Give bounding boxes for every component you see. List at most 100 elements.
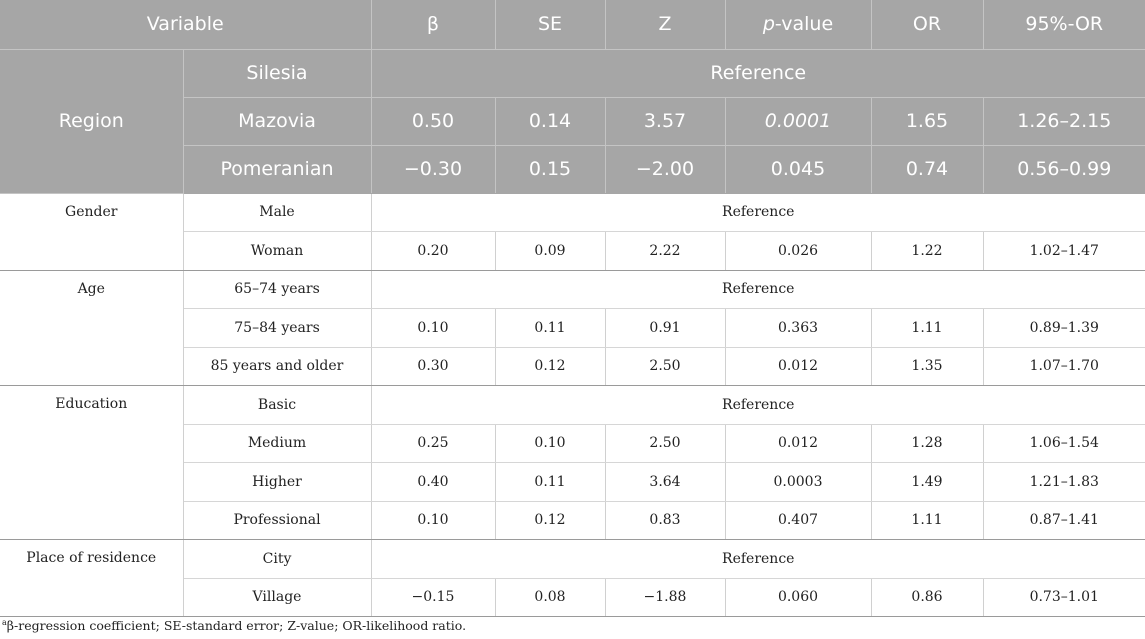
reference-cell: Reference [371,193,1145,232]
p-cell: 0.407 [725,501,872,540]
beta-cell: −0.15 [371,578,496,617]
header-z: Z [605,0,726,50]
p-cell: 0.012 [725,424,872,463]
z-cell: 2.50 [605,424,726,463]
header-p-rest: -value [774,13,834,36]
table-row: Woman 0.20 0.09 2.22 0.026 1.22 1.02–1.4… [0,231,1145,271]
level-label: Professional [183,501,372,540]
reference-cell: Reference [371,270,1145,309]
beta-cell: 0.50 [371,97,496,146]
group-label-age: Age [0,270,184,386]
level-label: 65–74 years [183,270,372,309]
level-label: Village [183,578,372,617]
se-cell: 0.15 [495,145,606,194]
ci-cell: 1.21–1.83 [983,462,1145,502]
level-label: Woman [183,231,372,271]
table-row: Education Basic Reference [0,385,1145,540]
level-label: Male [183,193,372,232]
z-cell: 3.64 [605,462,726,502]
z-cell: 3.57 [605,97,726,146]
level-label: 85 years and older [183,347,372,386]
header-beta: β [371,0,496,50]
beta-cell: 0.20 [371,231,496,271]
z-cell: −1.88 [605,578,726,617]
or-cell: 1.11 [871,501,984,540]
se-cell: 0.14 [495,97,606,146]
ci-cell: 1.06–1.54 [983,424,1145,463]
beta-cell: 0.10 [371,308,496,348]
reference-cell: Reference [371,49,1145,98]
or-cell: 0.86 [871,578,984,617]
p-cell: 0.026 [725,231,872,271]
ci-cell: 0.56–0.99 [983,145,1145,194]
p-cell: 0.0001 [725,97,872,146]
level-label: Silesia [183,49,372,98]
table-row: 75–84 years 0.10 0.11 0.91 0.363 1.11 0.… [0,308,1145,348]
group-label-region: Region [0,49,184,194]
se-cell: 0.12 [495,501,606,540]
se-cell: 0.09 [495,231,606,271]
z-cell: 2.50 [605,347,726,386]
level-label: Basic [183,385,372,425]
or-cell: 1.49 [871,462,984,502]
ci-cell: 0.87–1.41 [983,501,1145,540]
p-cell: 0.363 [725,308,872,348]
header-p-value: p-value [725,0,872,50]
level-label: City [183,539,372,579]
group-label-gender: Gender [0,193,184,271]
header-or: OR [871,0,984,50]
or-cell: 1.28 [871,424,984,463]
beta-cell: 0.40 [371,462,496,502]
beta-cell: 0.30 [371,347,496,386]
reference-cell: Reference [371,385,1145,425]
group-label-education: Education [0,385,184,540]
beta-cell: 0.10 [371,501,496,540]
header-variable: Variable [0,0,372,50]
ci-cell: 0.73–1.01 [983,578,1145,617]
footnote-text: β-regression coefficient; SE-standard er… [6,618,467,634]
se-cell: 0.08 [495,578,606,617]
footnote-mark: a [2,618,7,627]
z-cell: 0.83 [605,501,726,540]
p-cell: 0.060 [725,578,872,617]
z-cell: 2.22 [605,231,726,271]
table-row: Village −0.15 0.08 −1.88 0.060 0.86 0.73… [0,578,1145,617]
reference-cell: Reference [371,539,1145,579]
se-cell: 0.11 [495,308,606,348]
or-cell: 1.65 [871,97,984,146]
table-row: 85 years and older 0.30 0.12 2.50 0.012 … [0,347,1145,386]
level-label: Mazovia [183,97,372,146]
beta-cell: −0.30 [371,145,496,194]
table-row: Mazovia 0.50 0.14 3.57 0.0001 1.65 1.26–… [0,97,1145,146]
table-row: Medium 0.25 0.10 2.50 0.012 1.28 1.06–1.… [0,424,1145,463]
level-label: 75–84 years [183,308,372,348]
header-p-italic: p [762,13,775,36]
p-cell: 0.045 [725,145,872,194]
level-label: Medium [183,424,372,463]
level-label: Higher [183,462,372,502]
or-cell: 0.74 [871,145,984,194]
se-cell: 0.10 [495,424,606,463]
or-cell: 1.35 [871,347,984,386]
ci-cell: 0.89–1.39 [983,308,1145,348]
se-cell: 0.11 [495,462,606,502]
regression-table: Variable β SE Z p-value OR 95%-OR Region… [0,0,1145,617]
table-row: Age 65–74 years Reference [0,270,1145,386]
table-row: Professional 0.10 0.12 0.83 0.407 1.11 0… [0,501,1145,540]
level-label: Pomeranian [183,145,372,194]
table-row: Region Silesia Reference [0,49,1145,194]
p-cell: 0.012 [725,347,872,386]
z-cell: −2.00 [605,145,726,194]
table-row: Gender Male Reference [0,193,1145,271]
ci-cell: 1.26–2.15 [983,97,1145,146]
z-cell: 0.91 [605,308,726,348]
header-ci: 95%-OR [983,0,1145,50]
group-label-residence: Place of residence [0,539,184,617]
ci-cell: 1.07–1.70 [983,347,1145,386]
p-cell: 0.0003 [725,462,872,502]
or-cell: 1.22 [871,231,984,271]
table-row: Higher 0.40 0.11 3.64 0.0003 1.49 1.21–1… [0,462,1145,502]
table-footnote: aβ-regression coefficient; SE-standard e… [2,618,466,633]
header-se: SE [495,0,606,50]
table-row: Place of residence City Reference [0,539,1145,617]
